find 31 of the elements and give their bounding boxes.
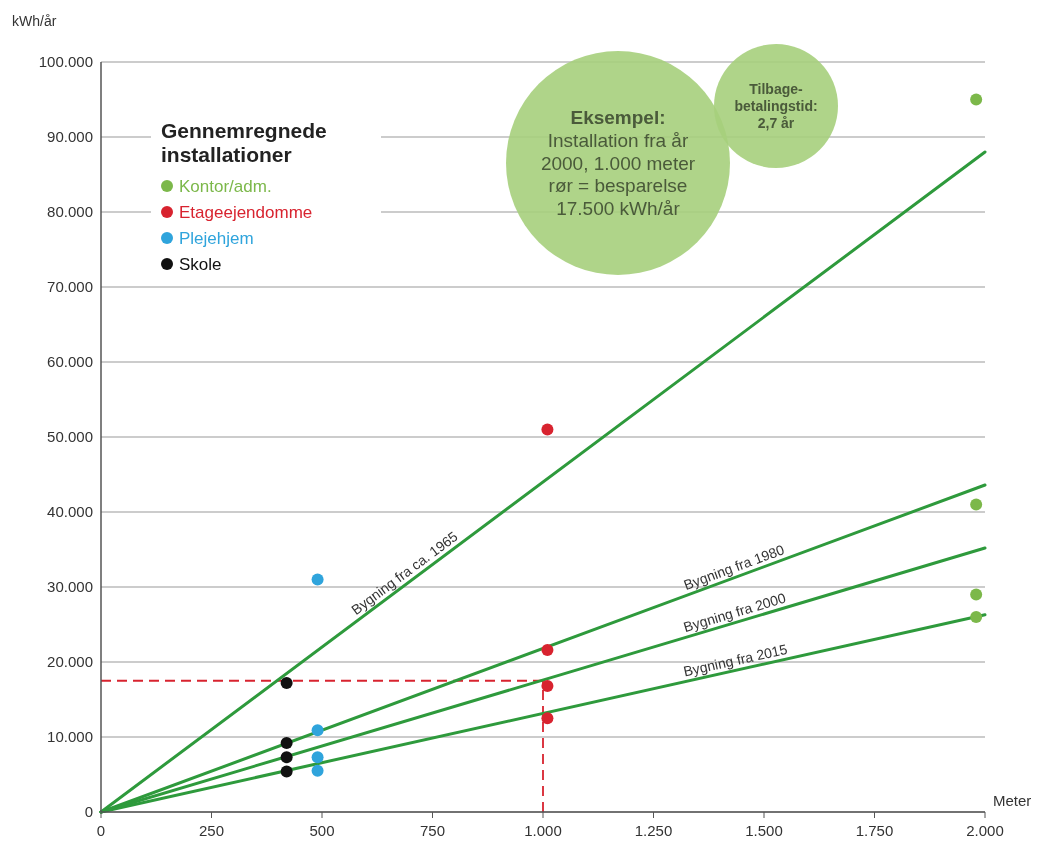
y-tick-label: 50.000 [47,428,93,445]
legend-label: Kontor/adm. [179,177,272,196]
x-tick-label: 1.250 [634,822,673,839]
y-tick-label: 100.000 [38,53,93,70]
x-tick-label: 0 [96,822,106,839]
x-tick-label: 2.000 [966,822,1004,839]
y-tick-label: 80.000 [47,203,93,220]
y-tick-label: 70.000 [47,278,93,295]
y-tick-label: 20.000 [47,653,93,670]
y-tick-label: 60.000 [47,353,93,370]
x-tick-label: 1.500 [745,822,783,839]
x-tick-label: 500 [309,822,335,839]
y-tick-label: 90.000 [47,128,93,145]
x-tick-label: 250 [198,822,225,839]
x-tick-label: 750 [419,822,446,839]
legend-title: Gennemregnede installationer [161,119,327,166]
y-tick-label: 30.000 [47,578,93,595]
x-tick-label: 1.000 [524,822,562,839]
y-axis-title: kWh/år [12,13,57,29]
y-tick-label: 10.000 [47,728,93,745]
x-axis-title: Meter [993,792,1032,809]
x-tick-label: 1.750 [855,822,894,839]
y-tick-label: 0 [84,803,93,820]
annotation: Bygning fra 2000 [681,589,788,636]
annotation: Bygning fra 2015 [681,640,789,680]
annotation: Eksempel: Installation fra år 2000, 1.000 meter rør = besparelse 17.500 kWh/år [540,107,696,220]
legend-label: Plejehjem [179,229,254,248]
legend-label: Skole [179,255,222,274]
annotation: Tilbage- betalingstid: 2,7 år [734,81,818,131]
legend-label: Etageejendomme [179,203,313,222]
y-tick-label: 40.000 [47,503,93,520]
